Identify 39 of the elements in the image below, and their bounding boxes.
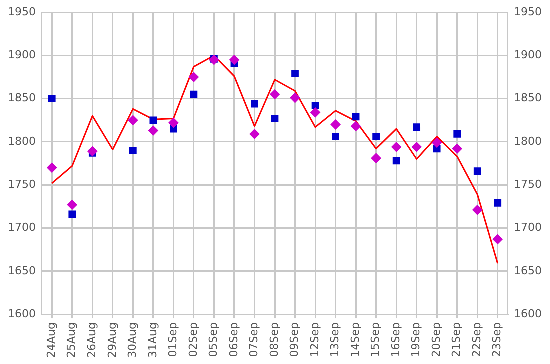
x-tick-label: 21Sep [450, 322, 464, 358]
x-tick-label: 09Sep [288, 322, 302, 358]
x-tick-label: 13Sep [328, 322, 342, 358]
x-tick-label: 14Sep [348, 322, 362, 358]
y-tick-label: 1750 [8, 178, 36, 191]
y2-tick-label: 1700 [514, 221, 542, 234]
y2-tick-label: 1800 [514, 134, 542, 148]
y2-tick-label: 1750 [514, 178, 542, 191]
x-tick-label: 07Sep [248, 322, 261, 358]
y-tick-label: 1900 [8, 48, 36, 62]
x-tick-label: 29Aug [106, 322, 119, 358]
y-tick-label: 1700 [8, 221, 36, 234]
x-tick-label: 23Sep [490, 322, 504, 358]
x-tick-label: 12Sep [308, 322, 322, 358]
y2-tick-label: 1600 [514, 307, 542, 320]
x-tick-label: 15Sep [369, 322, 382, 358]
x-tick-label: 19Sep [410, 322, 423, 358]
y-tick-label: 1850 [8, 92, 36, 105]
y2-tick-label: 1650 [514, 264, 542, 278]
x-tick-label: 16Sep [389, 322, 402, 358]
x-tick-label: 01Sep [166, 322, 180, 358]
x-tick-label: 25Aug [65, 322, 78, 358]
x-tick-label: 05Sep [207, 322, 220, 358]
x-tick-label: 26Aug [86, 322, 99, 358]
x-tick-label: 06Sep [227, 322, 240, 358]
x-tick-label: 22Sep [470, 322, 484, 358]
x-tick-label: 31Aug [146, 322, 160, 358]
x-tick-label: 30Aug [126, 322, 140, 358]
y2-tick-label: 1950 [514, 5, 542, 18]
x-tick-label: 08Sep [268, 322, 281, 358]
x-tick-label: 20Sep [430, 322, 443, 358]
x-tick-label: 24Aug [44, 322, 58, 358]
y-tick-label: 1600 [8, 307, 36, 320]
y2-tick-label: 1900 [514, 48, 542, 62]
y-tick-label: 1800 [8, 134, 36, 148]
y2-tick-label: 1850 [514, 92, 542, 105]
y-tick-label: 1650 [8, 264, 36, 278]
x-tick-label: 02Sep [186, 322, 200, 358]
y-tick-label: 1950 [8, 5, 36, 18]
